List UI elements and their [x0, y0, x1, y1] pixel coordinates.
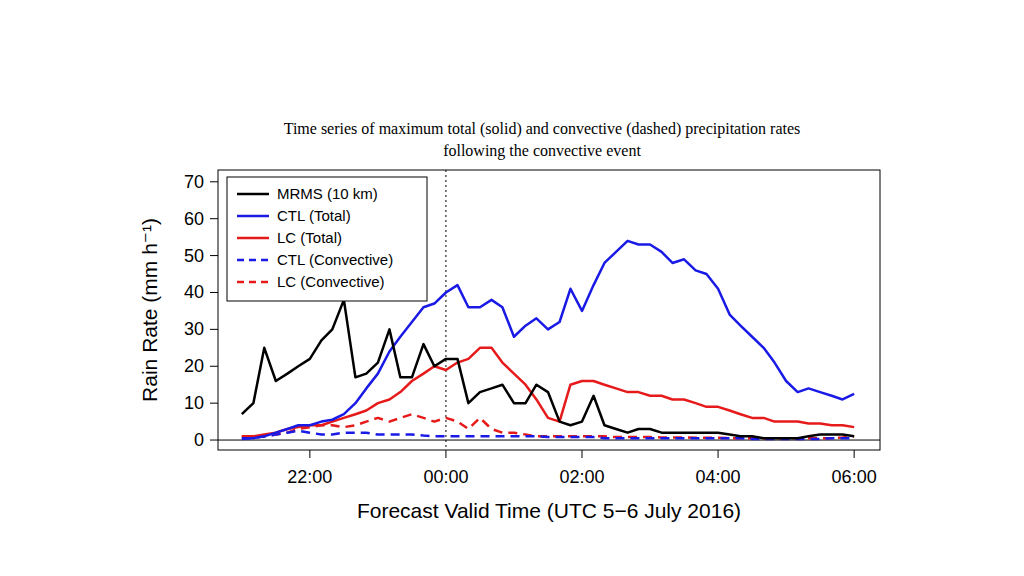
y-tick — [210, 181, 218, 182]
x-tick-label: 00:00 — [423, 467, 468, 487]
legend: MRMS (10 km) CTL (Total) LC (Total) CTL (Co… — [227, 177, 427, 301]
x-tick — [581, 450, 582, 458]
y-tick — [210, 366, 218, 367]
y-tick-label: 20 — [184, 356, 204, 376]
legend-box — [227, 177, 427, 301]
y-tick — [210, 292, 218, 293]
plot-frame — [218, 170, 880, 450]
title-line: Time series of maximum total (solid) and… — [284, 120, 801, 138]
legend-swatch — [237, 193, 269, 196]
legend-swatch — [237, 281, 269, 284]
x-tick-label: 06:00 — [832, 467, 877, 487]
plot-area — [218, 170, 880, 450]
y-tick-label: 30 — [184, 319, 204, 339]
x-tick-label: 04:00 — [696, 467, 741, 487]
x-tick — [854, 450, 855, 458]
y-tick-label: 50 — [184, 246, 204, 266]
legend-label: LC (Convective) — [277, 273, 385, 290]
y-tick — [210, 255, 218, 256]
y-tick-label: 70 — [184, 172, 204, 192]
legend-swatch — [237, 259, 269, 262]
chart: Time series of maximum total (solid) and… — [0, 0, 1024, 576]
legend-label: MRMS (10 km) — [277, 185, 378, 202]
y-tick-label: 10 — [184, 393, 204, 413]
x-tick — [718, 450, 719, 458]
y-tick-label: 0 — [194, 430, 204, 450]
reference-vline — [445, 170, 446, 450]
x-tick — [309, 450, 310, 458]
y-tick — [210, 403, 218, 404]
x-tick-label: 22:00 — [287, 467, 332, 487]
y-tick-label: 40 — [184, 282, 204, 302]
legend-label: CTL (Convective) — [277, 251, 393, 268]
legend-label: LC (Total) — [277, 229, 342, 246]
series-line — [242, 300, 854, 438]
x-axis-label: Forecast Valid Time (UTC 5−6 July 2016) — [357, 499, 741, 522]
x-tick — [445, 450, 446, 458]
legend-swatch — [237, 237, 269, 240]
y-tick — [210, 218, 218, 219]
y-tick — [210, 440, 218, 441]
legend-swatch — [237, 215, 269, 218]
x-tick-label: 02:00 — [559, 467, 604, 487]
y-tick-label: 60 — [184, 209, 204, 229]
y-axis-label: Rain Rate (mm h⁻¹) — [138, 218, 161, 402]
title-line: following the convective event — [443, 142, 641, 160]
y-tick — [210, 329, 218, 330]
title: Time series of maximum total (solid) and… — [284, 120, 801, 160]
legend-label: CTL (Total) — [277, 207, 351, 224]
